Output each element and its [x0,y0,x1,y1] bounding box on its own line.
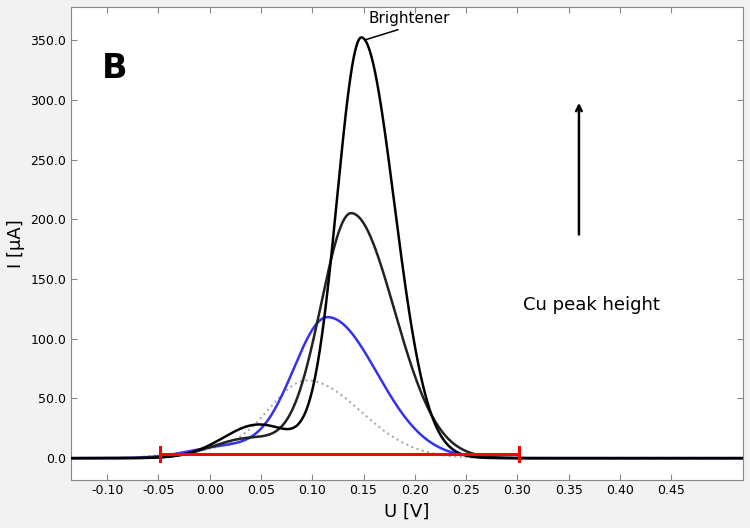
Y-axis label: I [μA]: I [μA] [7,219,25,268]
X-axis label: U [V]: U [V] [385,503,430,521]
Text: Brightener: Brightener [366,11,451,40]
Text: B: B [102,52,128,86]
Text: Cu peak height: Cu peak height [523,296,659,314]
